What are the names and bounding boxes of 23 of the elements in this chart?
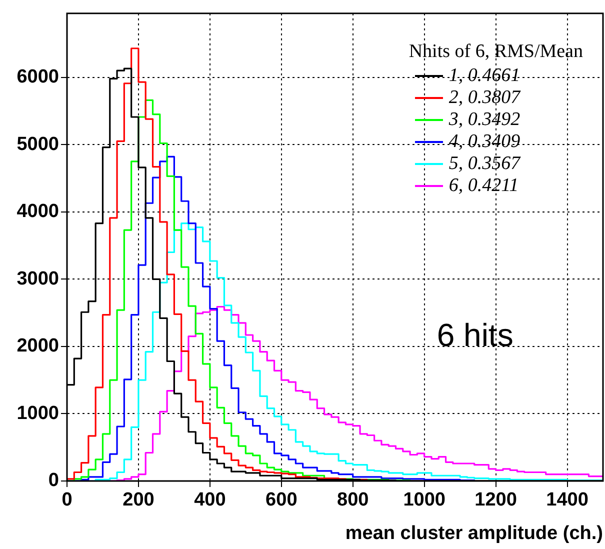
- legend-label: 5, 0.3567: [448, 153, 520, 176]
- x-tick-label: 1000: [403, 490, 446, 511]
- y-tick-label: 3000: [16, 268, 59, 290]
- y-tick-label: 4000: [16, 201, 59, 222]
- legend-label: 2, 0.3807: [448, 87, 520, 110]
- x-tick-label: 200: [122, 490, 154, 511]
- x-tick-label: 1400: [546, 490, 588, 511]
- legend-label: 4, 0.3409: [448, 131, 520, 154]
- y-tick-label: 0: [48, 470, 59, 492]
- x-axis-title: mean cluster amplitude (ch.): [345, 522, 603, 544]
- legend-label: 3, 0.3492: [448, 109, 520, 132]
- y-tick-label: 6000: [16, 66, 59, 88]
- y-tick-label: 2000: [16, 336, 59, 357]
- legend-title: Nhits of 6, RMS/Mean: [408, 41, 583, 64]
- legend-label: 6, 0.4211: [448, 175, 519, 198]
- x-tick-label: 0: [62, 490, 72, 511]
- x-tick-label: 400: [194, 490, 226, 511]
- x-tick-label: 800: [337, 490, 369, 511]
- y-tick-label: 5000: [16, 134, 59, 155]
- x-tick-label: 1200: [474, 490, 517, 511]
- annotation: 6 hits: [436, 317, 514, 354]
- y-tick-label: 1000: [16, 402, 59, 424]
- x-tick-label: 600: [266, 490, 298, 511]
